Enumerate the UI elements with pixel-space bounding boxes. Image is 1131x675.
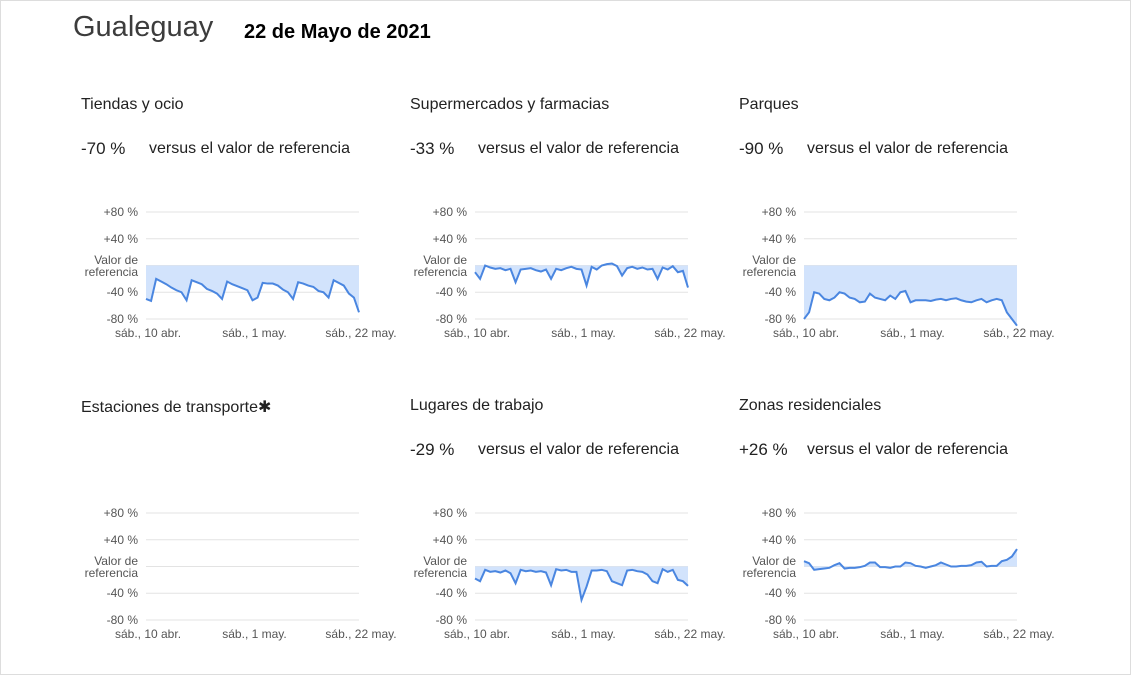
- y-tick-label: Valor de referencia: [413, 553, 467, 580]
- y-tick-label: +40 %: [103, 231, 138, 246]
- x-tick-label: sáb., 1 may.: [880, 326, 945, 340]
- trend-line: [803, 289, 1018, 327]
- y-tick-label: +40 %: [761, 532, 796, 547]
- y-tick-label: +80 %: [103, 506, 138, 520]
- trend-line: [474, 262, 689, 290]
- x-tick-label: sáb., 22 may.: [983, 326, 1055, 340]
- x-tick-label: sáb., 1 may.: [551, 326, 616, 340]
- reference-band: [804, 265, 1017, 326]
- y-tick-label: +40 %: [103, 532, 138, 547]
- summary-value: -29 %: [410, 440, 455, 459]
- y-tick-label: +80 %: [432, 506, 467, 520]
- reference-band: [475, 566, 688, 600]
- y-tick-label: Valor de referencia: [742, 252, 796, 279]
- y-tick-label: -80 %: [764, 613, 796, 627]
- x-tick-label: sáb., 10 abr.: [772, 326, 840, 340]
- y-tick-label: Valor de referencia: [742, 553, 796, 580]
- chart-title: Estaciones de transporte✱: [81, 399, 272, 416]
- chart-title: Tiendas y ocio: [81, 96, 184, 113]
- y-tick-label: Valor de referencia: [84, 252, 138, 279]
- chart-title: Lugares de trabajo: [410, 397, 544, 414]
- summary-text: versus el valor de referencia: [478, 140, 679, 157]
- y-tick-label: +80 %: [761, 506, 796, 520]
- summary-value: -90 %: [739, 139, 784, 158]
- x-tick-label: sáb., 10 abr.: [114, 326, 182, 340]
- summary-value: -33 %: [410, 139, 455, 158]
- y-tick-label: -40 %: [764, 586, 796, 601]
- y-tick-label: +80 %: [103, 205, 138, 219]
- trend-line: [145, 277, 360, 313]
- y-tick-label: +80 %: [432, 205, 467, 219]
- chart-title: Supermercados y farmacias: [410, 96, 610, 113]
- x-tick-label: sáb., 10 abr.: [114, 627, 182, 641]
- y-tick-label: +40 %: [432, 231, 467, 246]
- y-tick-label: +40 %: [432, 532, 467, 547]
- summary-text: versus el valor de referencia: [807, 441, 1008, 458]
- y-tick-label: -80 %: [106, 613, 138, 627]
- trend-line: [474, 567, 689, 604]
- y-tick-label: -80 %: [435, 312, 467, 326]
- x-tick-label: sáb., 22 may.: [983, 627, 1055, 641]
- y-tick-label: -40 %: [106, 586, 138, 601]
- y-tick-label: -40 %: [435, 285, 467, 300]
- x-tick-label: sáb., 1 may.: [551, 627, 616, 641]
- x-tick-label: sáb., 10 abr.: [443, 627, 511, 641]
- x-tick-label: sáb., 1 may.: [222, 627, 287, 641]
- trend-line: [803, 548, 1018, 571]
- reference-band: [146, 265, 359, 313]
- x-tick-label: sáb., 22 may.: [325, 326, 397, 340]
- x-tick-label: sáb., 1 may.: [222, 326, 287, 340]
- y-tick-label: -40 %: [435, 586, 467, 601]
- y-tick-label: -80 %: [106, 312, 138, 326]
- x-tick-label: sáb., 10 abr.: [443, 326, 511, 340]
- report-date: 22 de Mayo de 2021: [244, 21, 431, 43]
- y-tick-label: +80 %: [761, 205, 796, 219]
- y-tick-label: +40 %: [761, 231, 796, 246]
- y-tick-label: Valor de referencia: [84, 553, 138, 580]
- y-tick-label: -80 %: [764, 312, 796, 326]
- x-tick-label: sáb., 22 may.: [654, 627, 726, 641]
- x-tick-label: sáb., 22 may.: [325, 627, 397, 641]
- chart-title: Parques: [739, 96, 799, 113]
- summary-text: versus el valor de referencia: [478, 441, 679, 458]
- y-tick-label: -40 %: [764, 285, 796, 300]
- summary-text: versus el valor de referencia: [149, 140, 350, 157]
- x-tick-label: sáb., 10 abr.: [772, 627, 840, 641]
- y-tick-label: -40 %: [106, 285, 138, 300]
- summary-value: -70 %: [81, 139, 126, 158]
- y-tick-label: -80 %: [435, 613, 467, 627]
- summary-text: versus el valor de referencia: [807, 140, 1008, 157]
- place-title: Gualeguay: [73, 11, 214, 43]
- chart-title: Zonas residenciales: [739, 397, 882, 414]
- y-tick-label: Valor de referencia: [413, 252, 467, 279]
- x-tick-label: sáb., 1 may.: [880, 627, 945, 641]
- x-tick-label: sáb., 22 may.: [654, 326, 726, 340]
- summary-value: +26 %: [739, 440, 788, 459]
